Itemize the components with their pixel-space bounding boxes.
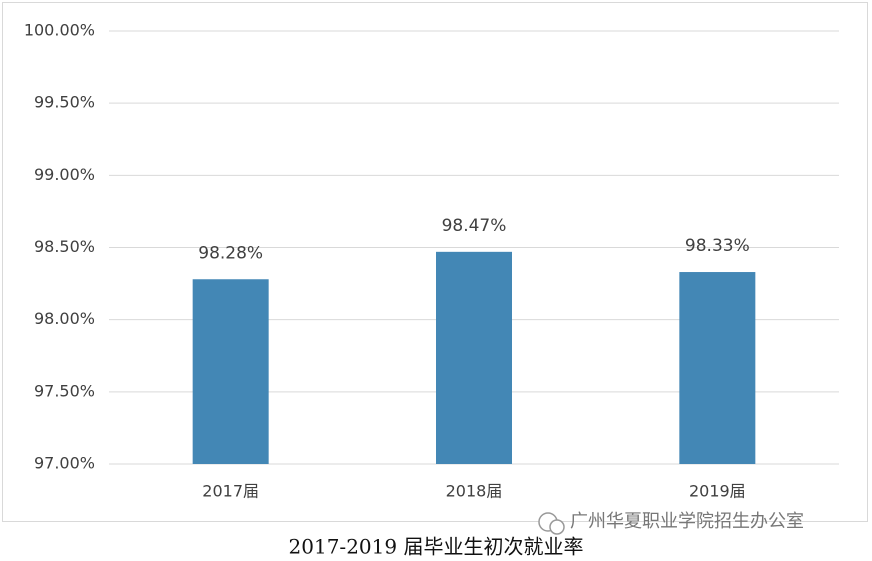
- value-label: 98.28%: [198, 243, 263, 263]
- y-tick-label: 97.50%: [34, 381, 95, 400]
- x-tick-label: 2017届: [202, 482, 259, 501]
- y-tick-label: 99.50%: [34, 93, 95, 112]
- y-tick-label: 100.00%: [24, 21, 95, 40]
- x-tick-label: 2018届: [446, 482, 503, 501]
- value-label: 98.47%: [442, 216, 507, 236]
- x-tick-label: 2019届: [689, 482, 746, 501]
- y-tick-label: 97.00%: [34, 454, 95, 473]
- watermark-icon: [538, 512, 565, 535]
- y-tick-label: 98.50%: [34, 237, 95, 256]
- bar: [679, 272, 756, 464]
- bar: [436, 251, 512, 464]
- y-tick-label: 99.00%: [34, 165, 95, 184]
- y-tick-label: 98.00%: [34, 309, 95, 328]
- chart-title: 2017-2019 届毕业生初次就业率: [289, 535, 584, 559]
- value-label: 98.33%: [685, 236, 750, 256]
- watermark: 广州华夏职业学院招生办公室: [570, 511, 804, 532]
- bar: [192, 279, 269, 464]
